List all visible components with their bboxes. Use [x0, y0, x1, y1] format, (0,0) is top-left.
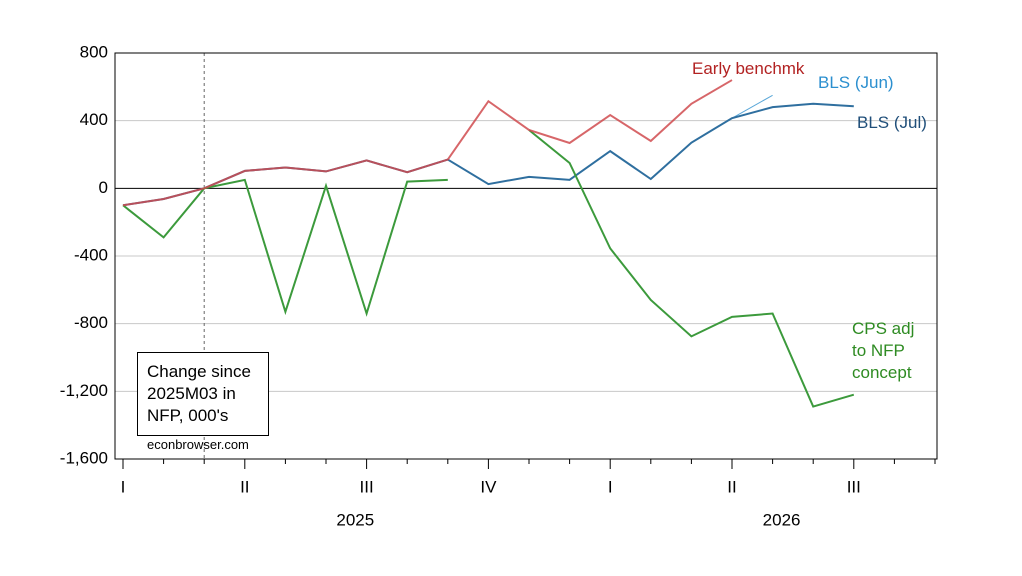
x-tick-label: I — [608, 477, 613, 496]
annotation-box: Change since 2025M03 in NFP, 000's — [137, 352, 269, 436]
x-tick-label: III — [360, 477, 374, 496]
source: econbrowser.com — [147, 437, 249, 452]
legend-label: Early benchmk — [692, 59, 805, 78]
y-tick-label: -400 — [74, 245, 108, 264]
series-line — [122, 129, 855, 408]
x-tick-label: II — [240, 477, 249, 496]
legend-label: CPS adj to NFP concept — [852, 319, 915, 382]
x-tick-label: I — [121, 477, 126, 496]
year-label: 2025 — [336, 510, 374, 529]
legend-label: BLS (Jun) — [818, 73, 894, 92]
series-line — [122, 102, 854, 207]
legend-label: BLS (Jul) — [857, 113, 927, 132]
y-tick-label: 400 — [80, 110, 108, 129]
x-tick-label: II — [727, 477, 736, 496]
y-tick-label: -1,600 — [60, 448, 108, 467]
plot-frame — [114, 52, 938, 460]
series-line — [122, 79, 733, 207]
y-tick-label: -800 — [74, 313, 108, 332]
y-tick-label: 0 — [99, 178, 108, 197]
annotation: Change since 2025M03 in NFP, 000's — [147, 362, 251, 425]
year-label: 2026 — [763, 510, 801, 529]
y-tick-label: 800 — [80, 42, 108, 61]
x-tick-label: IV — [480, 477, 497, 496]
x-tick-label: III — [847, 477, 861, 496]
y-tick-label: -1,200 — [60, 381, 108, 400]
